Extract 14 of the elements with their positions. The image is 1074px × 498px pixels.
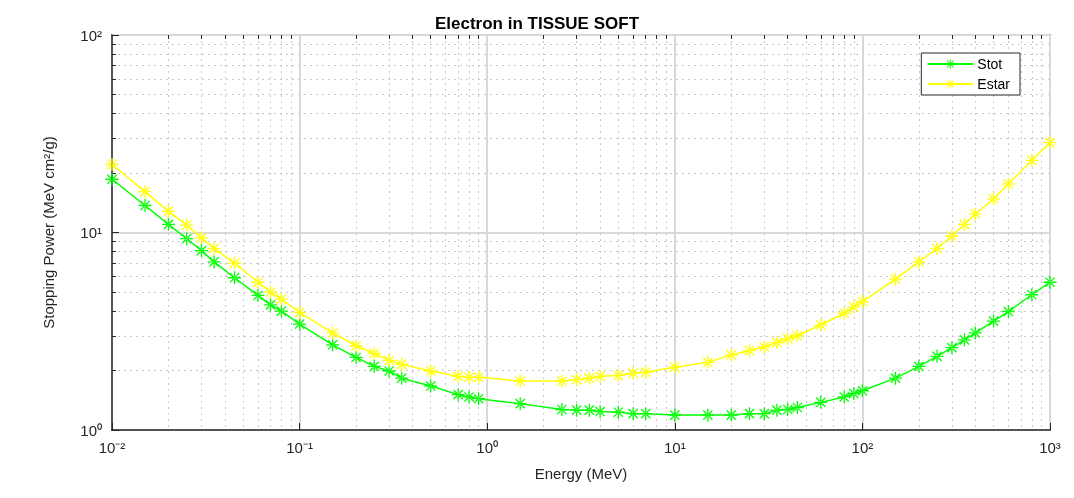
x-tick-label: 10⁰ bbox=[476, 439, 499, 456]
x-tick-label: 10³ bbox=[1039, 439, 1061, 456]
y-tick-label: 10¹ bbox=[80, 224, 102, 241]
x-tick-label: 10⁻¹ bbox=[286, 439, 313, 456]
chart-title: Electron in TISSUE SOFT bbox=[434, 14, 640, 33]
y-tick-label: 10⁰ bbox=[80, 421, 102, 439]
x-axis-title: Energy (MeV) bbox=[534, 465, 628, 482]
x-tick-label: 10² bbox=[851, 439, 874, 456]
x-tick-label: 10⁻² bbox=[98, 439, 126, 456]
y-tick-label: 10² bbox=[80, 26, 102, 44]
x-tick-label: 10¹ bbox=[663, 439, 686, 456]
legend-label: Estar bbox=[977, 76, 1011, 92]
legend-label: Stot bbox=[977, 56, 1003, 72]
y-axis-title: Stopping Power (MeV cm²/g) bbox=[40, 136, 57, 329]
